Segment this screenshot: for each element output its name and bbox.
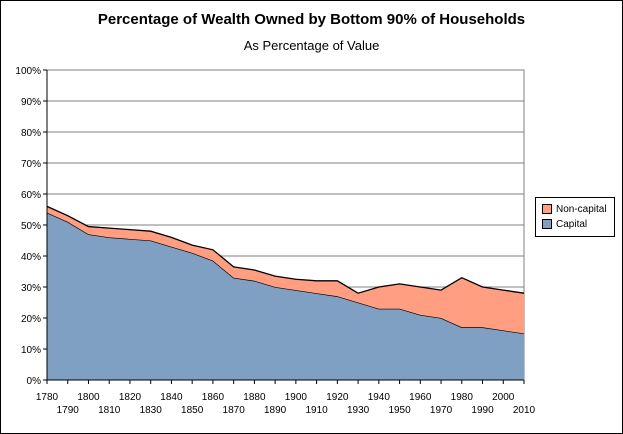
x-tick-label: 1980 xyxy=(451,392,474,403)
y-tick-label: 10% xyxy=(21,345,41,356)
x-tick-label: 1920 xyxy=(326,392,349,403)
x-tick-label: 1940 xyxy=(368,392,391,403)
x-tick-label: 1900 xyxy=(285,392,308,403)
legend-swatch-non-capital xyxy=(542,204,552,214)
y-tick-label: 100% xyxy=(15,66,41,77)
chart-subtitle: As Percentage of Value xyxy=(243,38,380,53)
x-tick-label: 1840 xyxy=(160,392,183,403)
x-tick-label: 1880 xyxy=(243,392,266,403)
legend-item-non-capital: Non-capital xyxy=(542,203,607,215)
chart-title: Percentage of Wealth Owned by Bottom 90%… xyxy=(97,11,526,28)
x-tick-label: 1970 xyxy=(430,405,453,416)
x-tick-label: 2000 xyxy=(492,392,515,403)
y-tick-label: 70% xyxy=(21,159,41,170)
area-capital xyxy=(47,212,524,380)
x-tick-label: 1930 xyxy=(347,405,370,416)
legend-swatch-capital xyxy=(542,219,552,229)
legend-item-capital: Capital xyxy=(542,218,587,230)
x-axis-ticks: 1780 1790 1800 1810 1820 1830 1840 1850 1860 1870… xyxy=(36,380,536,416)
legend: Non-capital Capital xyxy=(535,197,615,237)
y-axis-ticks: 0% 10% 20% 30% 40% 50% 60% 70% 80% 90% 100% xyxy=(15,66,47,387)
x-tick-label: 1830 xyxy=(140,405,163,416)
y-tick-label: 90% xyxy=(21,97,41,108)
y-tick-label: 50% xyxy=(21,221,41,232)
x-tick-label: 1800 xyxy=(77,392,100,403)
y-tick-label: 20% xyxy=(21,314,41,325)
x-tick-label: 1950 xyxy=(388,405,411,416)
x-tick-label: 1890 xyxy=(264,405,287,416)
y-tick-label: 30% xyxy=(21,283,41,294)
x-tick-label: 1870 xyxy=(223,405,246,416)
x-tick-label: 1780 xyxy=(36,392,59,403)
y-tick-label: 80% xyxy=(21,128,41,139)
x-tick-label: 1990 xyxy=(471,405,494,416)
area-non-capital xyxy=(47,206,524,334)
area-series xyxy=(46,205,525,380)
y-tick-label: 0% xyxy=(27,376,42,387)
x-tick-label: 1860 xyxy=(202,392,225,403)
y-tick-label: 40% xyxy=(21,252,41,263)
x-tick-label: 1850 xyxy=(181,405,204,416)
legend-label-non-capital: Non-capital xyxy=(556,203,607,215)
x-tick-label: 1820 xyxy=(119,392,142,403)
x-tick-label: 1910 xyxy=(305,405,328,416)
x-tick-label: 1790 xyxy=(57,405,80,416)
y-tick-label: 60% xyxy=(21,190,41,201)
x-tick-label: 1960 xyxy=(409,392,432,403)
area-edge-non-capital xyxy=(46,205,525,294)
legend-label-capital: Capital xyxy=(556,218,588,230)
x-tick-label: 1810 xyxy=(98,405,121,416)
x-tick-label: 2010 xyxy=(513,405,536,416)
